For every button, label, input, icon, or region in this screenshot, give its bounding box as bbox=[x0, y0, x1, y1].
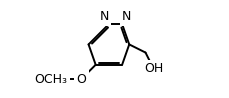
Text: OCH₃: OCH₃ bbox=[34, 73, 67, 85]
Text: O: O bbox=[76, 73, 86, 85]
Text: OH: OH bbox=[143, 62, 163, 75]
Text: N: N bbox=[122, 10, 131, 23]
Text: N: N bbox=[99, 10, 108, 23]
